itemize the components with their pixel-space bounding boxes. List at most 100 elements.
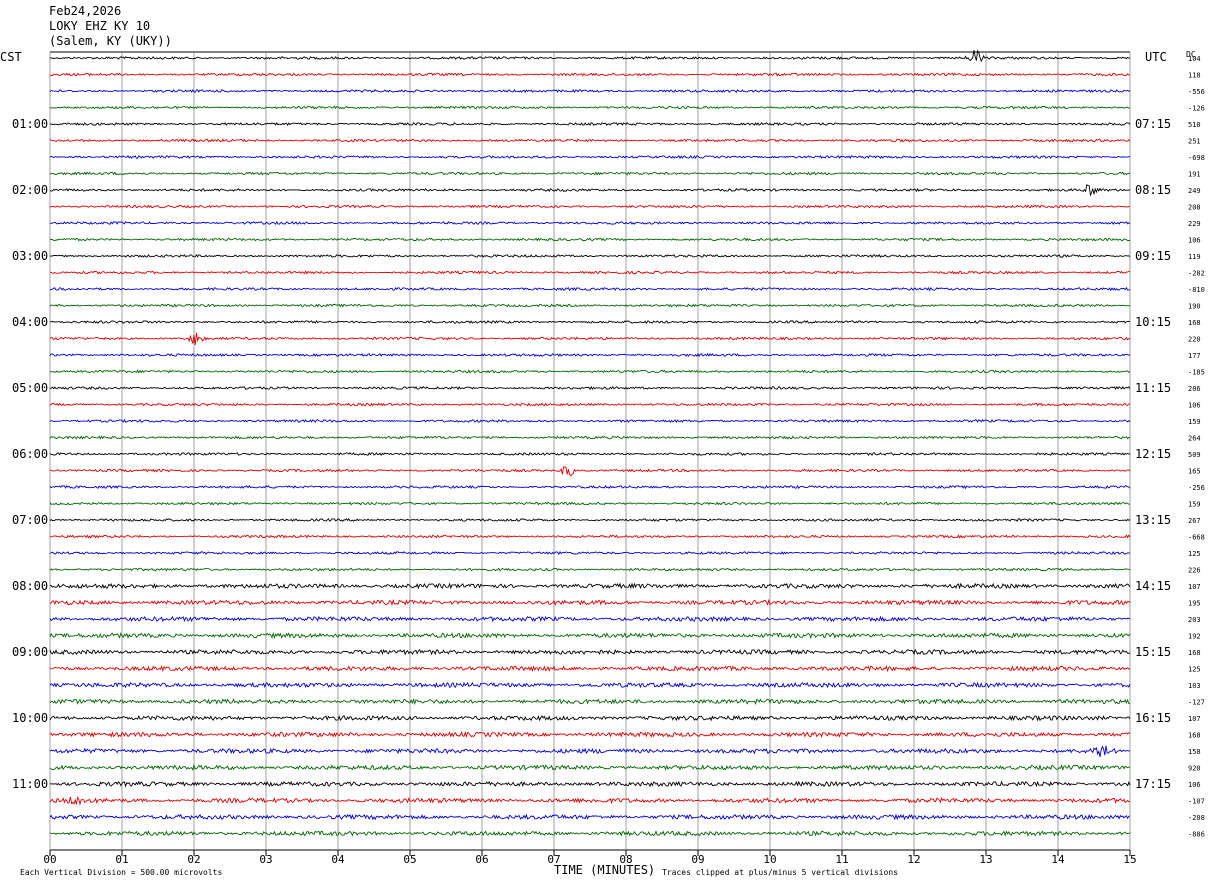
dc-offset-label: 195 xyxy=(1188,600,1201,608)
x-tick-label: 05 xyxy=(403,853,416,866)
utc-time-label: 15:15 xyxy=(1135,645,1171,659)
seismic-trace-1 xyxy=(49,49,1131,63)
dc-offset-label: 106 xyxy=(1188,781,1201,789)
dc-offset-label: -810 xyxy=(1188,286,1205,294)
dc-offset-label: 251 xyxy=(1188,138,1201,146)
dc-offset-label: 159 xyxy=(1188,418,1201,426)
dc-offset-label: 190 xyxy=(1188,303,1201,311)
dc-offset-label: -126 xyxy=(1188,105,1205,113)
seismic-trace-41 xyxy=(49,714,1131,722)
seismic-trace-16 xyxy=(49,303,1131,308)
seismic-trace-17 xyxy=(49,319,1131,325)
dc-offset-label: -127 xyxy=(1188,699,1205,707)
label-group: 00 01 02 03 04 05 06 07 08 09 10 11 12 13 14 15 104 118 -5… xyxy=(12,55,1205,866)
seismic-trace-3 xyxy=(49,88,1131,94)
dc-offset-label: 191 xyxy=(1188,171,1201,179)
cst-time-label: 07:00 xyxy=(12,513,48,527)
utc-time-label: 07:15 xyxy=(1135,117,1171,131)
seismic-trace-22 xyxy=(49,402,1131,407)
cst-time-label: 09:00 xyxy=(12,645,48,659)
seismic-trace-39 xyxy=(49,681,1131,689)
seismic-trace-20 xyxy=(49,369,1131,374)
x-tick-label: 14 xyxy=(1051,853,1065,866)
dc-offset-label: -556 xyxy=(1188,88,1205,96)
cst-time-label: 06:00 xyxy=(12,447,48,461)
cst-time-label: 01:00 xyxy=(12,117,48,131)
seismic-trace-31 xyxy=(49,550,1131,556)
dc-offset-label: 104 xyxy=(1188,55,1201,63)
dc-offset-label: 509 xyxy=(1188,451,1201,459)
dc-offset-label: 168 xyxy=(1188,649,1201,657)
dc-offset-label: 118 xyxy=(1188,72,1201,80)
x-tick-label: 08 xyxy=(619,853,632,866)
x-tick-label: 11 xyxy=(835,853,848,866)
seismic-trace-26 xyxy=(49,466,1131,477)
seismic-trace-27 xyxy=(49,484,1131,490)
seismic-trace-14 xyxy=(49,270,1131,275)
dc-offset-label: 249 xyxy=(1188,187,1201,195)
cst-label: CST xyxy=(0,50,22,64)
x-axis-title: TIME (MINUTES) xyxy=(554,863,655,877)
dc-offset-label: 264 xyxy=(1188,435,1201,443)
dc-offset-label: -282 xyxy=(1188,270,1205,278)
dc-offset-label: -256 xyxy=(1188,484,1205,492)
dc-offset-label: 226 xyxy=(1188,567,1201,575)
x-tick-label: 07 xyxy=(547,853,560,866)
dc-offset-label: 920 xyxy=(1188,765,1201,773)
x-tick-label: 12 xyxy=(907,853,920,866)
seismic-trace-36 xyxy=(49,631,1131,640)
x-tick-label: 01 xyxy=(115,853,128,866)
cst-time-label: 02:00 xyxy=(12,183,48,197)
seismic-trace-7 xyxy=(49,155,1131,160)
seismic-trace-24 xyxy=(49,435,1131,440)
seismic-trace-23 xyxy=(49,418,1131,424)
dc-offset-label: -107 xyxy=(1188,798,1205,806)
seismic-trace-6 xyxy=(49,138,1131,143)
utc-time-label: 10:15 xyxy=(1135,315,1171,329)
utc-time-label: 11:15 xyxy=(1135,381,1171,395)
seismic-trace-38 xyxy=(49,665,1131,673)
dc-offset-label: -208 xyxy=(1188,814,1205,822)
dc-offset-label: 107 xyxy=(1188,583,1201,591)
x-tick-label: 13 xyxy=(979,853,992,866)
seismic-trace-47 xyxy=(49,813,1131,821)
dc-offset-label: 103 xyxy=(1188,682,1201,690)
dc-offset-label: 510 xyxy=(1188,121,1201,129)
dc-offset-label: 206 xyxy=(1188,385,1201,393)
seismic-trace-29 xyxy=(49,517,1131,522)
dc-offset-label: 125 xyxy=(1188,666,1201,674)
dc-offset-label: 177 xyxy=(1188,352,1201,360)
dc-offset-label: 106 xyxy=(1188,237,1201,245)
dc-offset-label: 119 xyxy=(1188,253,1201,261)
scale-note: Each Vertical Division = 500.00 microvol… xyxy=(20,868,222,877)
dc-offset-label: -185 xyxy=(1188,369,1205,377)
x-tick-label: 04 xyxy=(331,853,345,866)
x-tick-label: 09 xyxy=(691,853,704,866)
seismic-trace-46 xyxy=(49,796,1131,806)
utc-time-label: 09:15 xyxy=(1135,249,1171,263)
seismic-trace-32 xyxy=(49,567,1131,572)
x-tick-label: 10 xyxy=(763,853,776,866)
seismic-trace-48 xyxy=(49,830,1131,837)
utc-time-label: 14:15 xyxy=(1135,579,1171,593)
clip-note: Traces clipped at plus/minus 5 vertical … xyxy=(662,868,898,877)
x-tick-label: 03 xyxy=(259,853,272,866)
utc-time-label: 08:15 xyxy=(1135,183,1171,197)
dc-label: DC xyxy=(1186,50,1196,59)
dc-offset-label: 229 xyxy=(1188,220,1201,228)
seismic-trace-42 xyxy=(49,730,1131,739)
dc-offset-label: 220 xyxy=(1188,336,1201,344)
cst-time-label: 11:00 xyxy=(12,777,48,791)
seismic-trace-13 xyxy=(50,253,1131,259)
cst-time-label: 04:00 xyxy=(12,315,48,329)
dc-offset-label: 168 xyxy=(1188,732,1201,740)
seismic-trace-10 xyxy=(49,204,1131,209)
dc-offset-label: -668 xyxy=(1188,534,1205,542)
x-tick-label: 06 xyxy=(475,853,488,866)
seismic-trace-12 xyxy=(49,237,1130,242)
dc-offset-label: -886 xyxy=(1188,831,1205,839)
station-location: (Salem, KY (UKY)) xyxy=(49,34,172,48)
dc-offset-label: 168 xyxy=(1188,319,1201,327)
dc-offset-label: 165 xyxy=(1188,468,1201,476)
cst-time-label: 05:00 xyxy=(12,381,48,395)
